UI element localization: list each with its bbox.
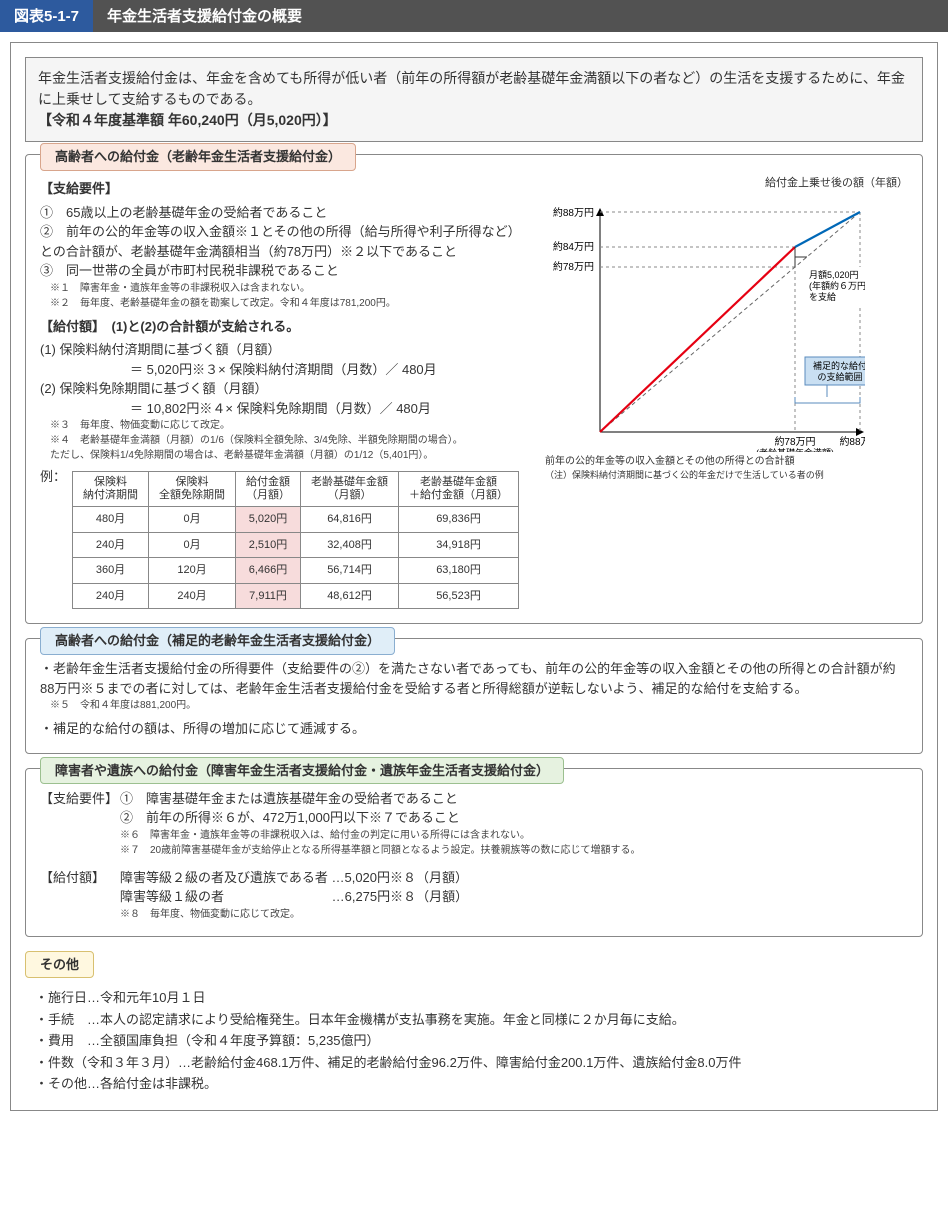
svg-text:約88万円: 約88万円 [839, 435, 865, 448]
list-item: ・施行日…令和元年10月１日 [35, 988, 923, 1008]
sec3-benefit-line2: 障害等級１級の者 …6,275円※８（月額） [120, 887, 908, 907]
example-label: 例： [40, 467, 66, 487]
figure-number: 図表5-1-7 [0, 0, 93, 32]
table-cell: 0月 [149, 507, 236, 533]
table-cell: 120月 [149, 558, 236, 584]
table-cell: 480月 [73, 507, 149, 533]
table-row: 240月240月7,911円48,612円56,523円 [73, 583, 519, 609]
table-cell: 34,918円 [399, 532, 519, 558]
svg-text:約78万円: 約78万円 [553, 260, 594, 273]
table-cell: 63,180円 [399, 558, 519, 584]
table-cell: 240月 [73, 532, 149, 558]
table-cell: 64,816円 [301, 507, 399, 533]
svg-text:(老齢基礎年金満額): (老齢基礎年金満額) [756, 447, 834, 452]
benefit-1-formula: ＝ 5,020円※３× 保険料納付済期間（月数）／ 480月 [40, 360, 531, 380]
sec3-benefit-label: 【給付額】 [40, 868, 120, 922]
table-cell: 240月 [73, 583, 149, 609]
table-row: 240月0月2,510円32,408円34,918円 [73, 532, 519, 558]
table-header: 老齢基礎年金額 ＋給付金額（月額） [399, 472, 519, 507]
table-row: 480月0月5,020円64,816円69,836円 [73, 507, 519, 533]
note-8: ※８ 毎年度、物価変動に応じて改定。 [120, 907, 908, 922]
table-header: 給付金額 （月額） [236, 472, 301, 507]
table-cell: 56,523円 [399, 583, 519, 609]
svg-text:の支給範囲: の支給範囲 [818, 371, 863, 382]
table-cell: 240月 [149, 583, 236, 609]
svg-text:を支給: を支給 [809, 291, 836, 302]
section-elderly-benefit: 高齢者への給付金（老齢年金生活者支援給付金） 【支給要件】 ① 65歳以上の老齢… [25, 154, 923, 624]
note-1: ※１ 障害年金・遺族年金等の非課税収入は含まれない。 [40, 281, 531, 296]
other-items-list: ・施行日…令和元年10月１日・手続 …本人の認定請求により受給権発生。日本年金機… [25, 988, 923, 1094]
list-item: ・件数（令和３年３月）…老齢給付金468.1万件、補足的老齢給付金96.2万件、… [35, 1053, 923, 1073]
requirement-2: ② 前年の公的年金等の収入金額※１とその他の所得（給与所得や利子所得など）との合… [40, 222, 531, 261]
sec3-req-label: 【支給要件】 [40, 789, 120, 858]
requirement-1: ① 65歳以上の老齢基礎年金の受給者であること [40, 203, 531, 223]
figure-title: 年金生活者支援給付金の概要 [93, 0, 948, 32]
note-3: ※３ 毎年度、物価変動に応じて改定。 [40, 418, 531, 433]
table-row: 360月120月6,466円56,714円63,180円 [73, 558, 519, 584]
benefit-2-formula: ＝ 10,802円※４× 保険料免除期間（月数）／ 480月 [40, 399, 531, 419]
chart-footnote: （注）保険料納付済期間に基づく公的年金だけで生活している者の例 [545, 469, 908, 483]
requirement-3: ③ 同一世帯の全員が市町村民税非課税であること [40, 261, 531, 281]
table-header: 保険料 納付済期間 [73, 472, 149, 507]
table-cell: 6,466円 [236, 558, 301, 584]
benefit-1-title: (1) 保険料納付済期間に基づく額（月額） [40, 340, 531, 360]
chart-x-label: 前年の公的年金等の収入金額とその他の所得との合計額 [545, 454, 908, 469]
table-cell: 7,911円 [236, 583, 301, 609]
svg-text:約88万円: 約88万円 [553, 206, 594, 219]
table-cell: 360月 [73, 558, 149, 584]
intro-amount: 【令和４年度基準額 年60,240円（月5,020円）】 [38, 110, 910, 131]
sec3-req-2: ② 前年の所得※６が、472万1,000円以下※７であること [120, 808, 908, 828]
table-cell: 48,612円 [301, 583, 399, 609]
sec2-line1: ・老齢年金生活者支援給付金の所得要件（支給要件の②）を満たさない者であっても、前… [40, 659, 908, 698]
table-cell: 2,510円 [236, 532, 301, 558]
benefit-chart: 約88万円 約84万円 約78万円 約78万円 約88万円 (老齢基礎年金満額)… [545, 192, 865, 452]
section-label: その他 [25, 951, 94, 979]
note-5: ※５ 令和４年度は881,200円。 [40, 698, 908, 713]
svg-text:(年額約６万円): (年額約６万円) [809, 280, 865, 291]
note-4: ※４ 老齢基礎年金満額（月額）の1/6（保険料全額免除、3/4免除、半額免除期間… [40, 433, 531, 463]
svg-text:約84万円: 約84万円 [553, 240, 594, 253]
header-bar: 図表5-1-7 年金生活者支援給付金の概要 [0, 0, 948, 32]
intro-description: 年金生活者支援給付金は、年金を含めても所得が低い者（前年の所得額が老齢基礎年金満… [38, 68, 910, 110]
note-6: ※６ 障害年金・遺族年金等の非課税収入は、給付金の判定に用いる所得には含まれない… [120, 828, 908, 843]
table-cell: 56,714円 [301, 558, 399, 584]
list-item: ・その他…各給付金は非課税。 [35, 1074, 923, 1094]
table-header: 老齢基礎年金額 （月額） [301, 472, 399, 507]
svg-text:補足的な給付: 補足的な給付 [813, 360, 865, 371]
chart-y-title: 給付金上乗せ後の額（年額） [545, 175, 908, 192]
section-supplementary-benefit: 高齢者への給付金（補足的老齢年金生活者支援給付金） ・老齢年金生活者支援給付金の… [25, 638, 923, 754]
intro-box: 年金生活者支援給付金は、年金を含めても所得が低い者（前年の所得額が老齢基礎年金満… [25, 57, 923, 142]
list-item: ・費用 …全額国庫負担（令和４年度予算額：5,235億円） [35, 1031, 923, 1051]
section-disability-survivor-benefit: 障害者や遺族への給付金（障害年金生活者支援給付金・遺族年金生活者支援給付金） 【… [25, 768, 923, 937]
section1-left: 【支給要件】 ① 65歳以上の老齢基礎年金の受給者であること ② 前年の公的年金… [40, 175, 531, 609]
svg-text:約78万円: 約78万円 [774, 435, 815, 448]
section-label: 高齢者への給付金（老齢年金生活者支援給付金） [40, 143, 356, 171]
table-cell: 0月 [149, 532, 236, 558]
example-table: 保険料 納付済期間保険料 全額免除期間給付金額 （月額）老齢基礎年金額 （月額）… [72, 471, 519, 609]
sec3-req-1: ① 障害基礎年金または遺族基礎年金の受給者であること [120, 789, 908, 809]
note-7: ※７ 20歳前障害基礎年金が支給停止となる所得基準額と同額となるよう設定。扶養親… [120, 843, 908, 858]
note-2: ※２ 毎年度、老齢基礎年金の額を勘案して改定。令和４年度は781,200円。 [40, 296, 531, 311]
section-other: その他 ・施行日…令和元年10月１日・手続 …本人の認定請求により受給権発生。日… [25, 951, 923, 1094]
svg-text:月額5,020円: 月額5,020円 [809, 269, 859, 280]
sec2-line2: ・補足的な給付の額は、所得の増加に応じて逓減する。 [40, 719, 908, 739]
main-frame: 年金生活者支援給付金は、年金を含めても所得が低い者（前年の所得額が老齢基礎年金満… [10, 42, 938, 1111]
section-label: 障害者や遺族への給付金（障害年金生活者支援給付金・遺族年金生活者支援給付金） [40, 757, 564, 785]
table-cell: 69,836円 [399, 507, 519, 533]
sec3-benefit-line1: 障害等級２級の者及び遺族である者 …5,020円※８（月額） [120, 868, 908, 888]
table-cell: 5,020円 [236, 507, 301, 533]
table-cell: 32,408円 [301, 532, 399, 558]
list-item: ・手続 …本人の認定請求により受給権発生。日本年金機構が支払事務を実施。年金と同… [35, 1010, 923, 1030]
requirements-head: 【支給要件】 [40, 179, 531, 199]
section1-chart-col: 給付金上乗せ後の額（年額） [545, 175, 908, 609]
section-label: 高齢者への給付金（補足的老齢年金生活者支援給付金） [40, 627, 395, 655]
benefit-amount-head: 【給付額】 (1)と(2)の合計額が支給される。 [40, 317, 531, 337]
table-header: 保険料 全額免除期間 [149, 472, 236, 507]
benefit-2-title: (2) 保険料免除期間に基づく額（月額） [40, 379, 531, 399]
